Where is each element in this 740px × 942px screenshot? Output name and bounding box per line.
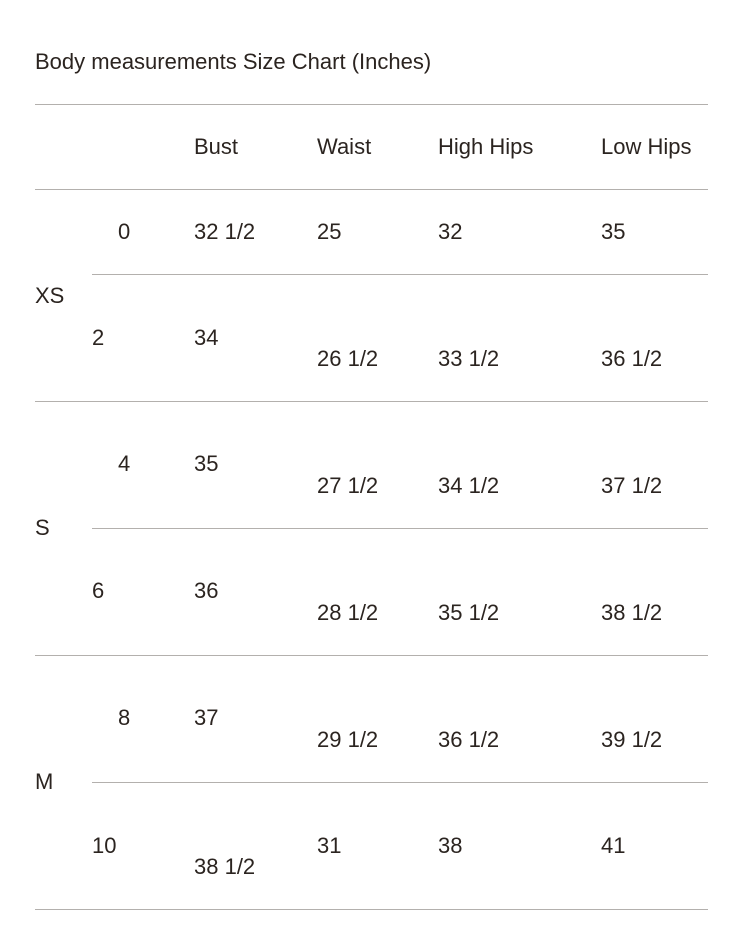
row-divider: [35, 909, 708, 910]
column-header: High Hips: [438, 134, 534, 159]
cell-bust: 34: [194, 325, 219, 350]
cell-high-hips: 33 1/2: [438, 346, 500, 371]
cell-high-hips: 35 1/2: [438, 600, 500, 625]
cell-low-hips: 37 1/2: [601, 473, 663, 498]
size-group-label: XS: [35, 283, 65, 308]
cell-bust: 36: [194, 578, 219, 603]
cell-waist: 27 1/2: [317, 473, 379, 498]
size-number: 2: [92, 325, 105, 350]
cell-high-hips: 34 1/2: [438, 473, 500, 498]
cell-bust: 35: [194, 451, 219, 476]
row-divider: [92, 274, 708, 275]
cell-bust: 38 1/2: [194, 854, 256, 879]
cell-high-hips: 36 1/2: [438, 727, 500, 752]
cell-bust: 32 1/2: [194, 219, 256, 244]
cell-waist: 26 1/2: [317, 346, 379, 371]
chart-title: Body measurements Size Chart (Inches): [35, 49, 432, 74]
cell-low-hips: 38 1/2: [601, 600, 663, 625]
column-header: Bust: [194, 134, 239, 159]
row-divider: [35, 401, 708, 402]
size-number: 8: [118, 705, 131, 730]
cell-waist: 25: [317, 219, 342, 244]
size-number: 0: [118, 219, 131, 244]
size-number: 6: [92, 578, 105, 603]
cell-waist: 31: [317, 833, 342, 858]
row-divider: [35, 655, 708, 656]
cell-high-hips: 38: [438, 833, 463, 858]
row-divider: [35, 189, 708, 190]
cell-bust: 37: [194, 705, 219, 730]
column-header: Waist: [317, 134, 372, 159]
cell-low-hips: 41: [601, 833, 626, 858]
cell-low-hips: 36 1/2: [601, 346, 663, 371]
size-number: 4: [118, 451, 131, 476]
row-divider: [92, 782, 708, 783]
size-number: 10: [92, 833, 117, 858]
row-divider: [92, 528, 708, 529]
cell-waist: 28 1/2: [317, 600, 379, 625]
cell-low-hips: 39 1/2: [601, 727, 663, 752]
cell-low-hips: 35: [601, 219, 626, 244]
size-group-label: M: [35, 769, 54, 794]
row-divider: [35, 104, 708, 105]
cell-waist: 29 1/2: [317, 727, 379, 752]
size-group-label: S: [35, 515, 50, 540]
column-header: Low Hips: [601, 134, 692, 159]
cell-high-hips: 32: [438, 219, 463, 244]
